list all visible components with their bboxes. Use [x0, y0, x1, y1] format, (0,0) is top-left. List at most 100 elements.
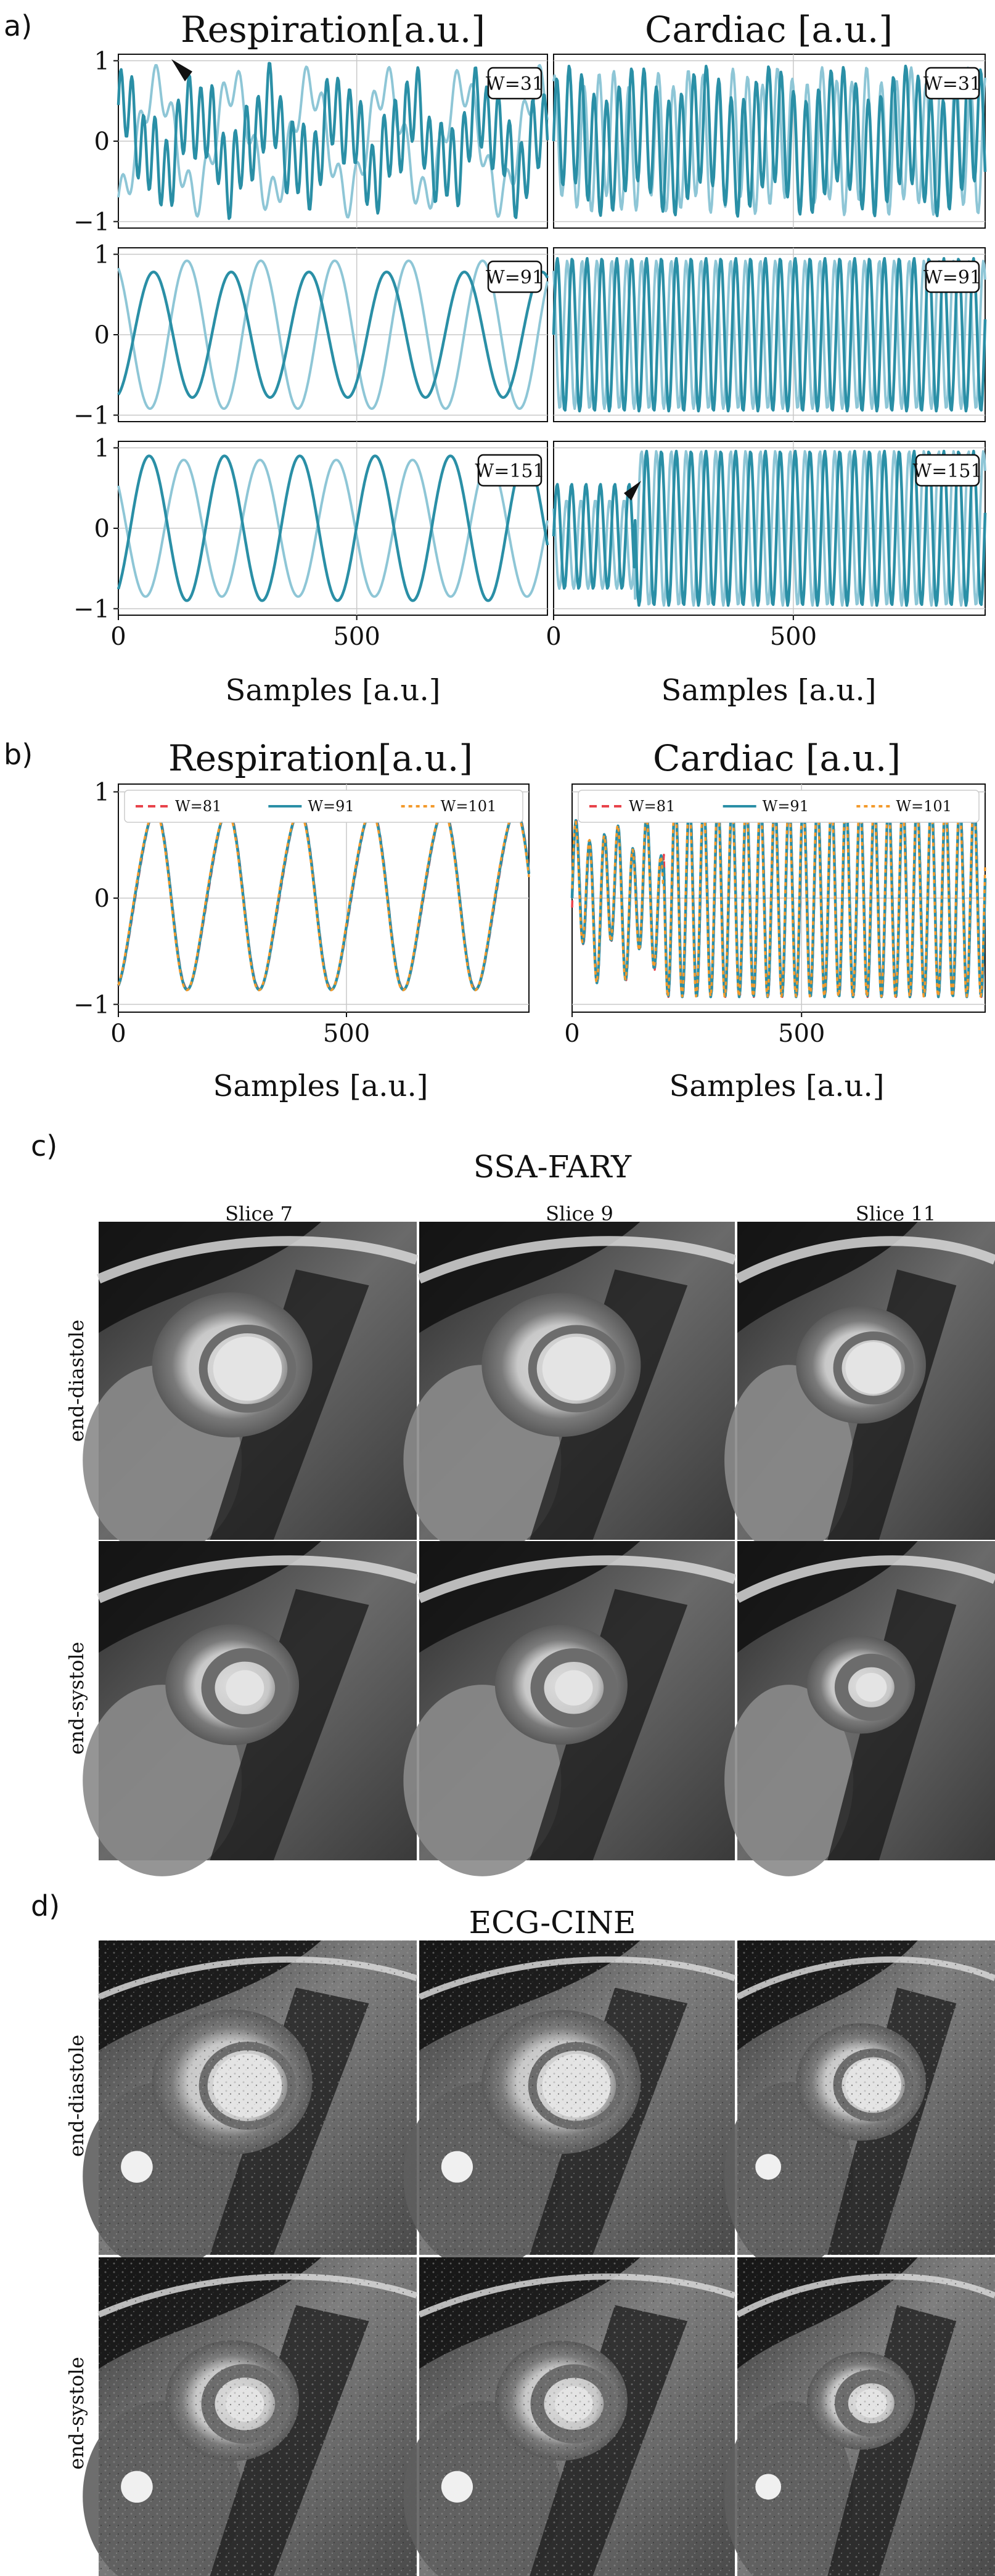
mri-dark-region [419, 1541, 641, 1653]
ytick-label: 0 [94, 515, 110, 543]
window-label: W=31 [486, 73, 544, 95]
xtick-label: 500 [323, 1020, 370, 1048]
window-label: W=151 [475, 460, 544, 482]
series-dark [117, 62, 549, 220]
mri-blood-pool [226, 1670, 264, 1706]
mri-tissue [724, 1365, 854, 1556]
panel-a-letter: a) [4, 9, 32, 43]
mri-noise [737, 1940, 995, 2255]
panel-d-title: ECG-CINE [469, 1905, 636, 1940]
legend-entry: W=101 [896, 798, 952, 815]
panel-b-title-respiration: Respiration[a.u.] [168, 737, 473, 779]
ytick-label: −1 [73, 595, 110, 623]
xtick-label: 500 [778, 1020, 825, 1048]
legend-entry: W=81 [175, 798, 221, 815]
mri-dark-region [99, 1222, 322, 1333]
legend-box [578, 790, 980, 823]
xtick-label: 0 [110, 1020, 126, 1048]
mri-vessel [441, 2471, 473, 2503]
mri-tile [403, 1222, 737, 1556]
mri-tile [403, 1541, 737, 1876]
mri-tile [83, 2257, 418, 2576]
mri-chest-wall [417, 1555, 737, 1603]
panel-d-row-end-diastole: end-diastole [65, 2035, 88, 2157]
series-dark [117, 454, 549, 602]
panel-b-title-cardiac: Cardiac [a.u.] [653, 737, 901, 779]
ytick-label: 1 [94, 241, 110, 269]
series-dark [552, 64, 987, 218]
ytick-label: −1 [73, 208, 110, 236]
mri-tile [403, 2257, 736, 2576]
window-label: W=151 [912, 460, 982, 482]
legend-entry: W=81 [629, 798, 675, 815]
panel-b-letter: b) [4, 738, 33, 771]
mri-chest-wall [96, 1236, 419, 1284]
mri-dark-region [737, 1222, 918, 1333]
mri-vessel [441, 2151, 473, 2183]
legend-entry: W=101 [441, 798, 497, 815]
panel-d-letter: d) [31, 1889, 60, 1923]
xtick-label: 0 [546, 623, 561, 651]
mri-tile [724, 1541, 995, 1876]
mri-chest-wall [735, 1236, 995, 1283]
mri-blood-pool [856, 1672, 887, 1702]
panel-a-xlabel-left: Samples [a.u.] [226, 673, 441, 708]
mri-myocardium [528, 1325, 625, 1413]
window-label-box [925, 260, 980, 293]
mri-noise [737, 2257, 995, 2576]
window-label-box [925, 67, 980, 100]
ytick-label: −1 [73, 401, 110, 430]
series-dark [117, 270, 549, 399]
ytick-label: 1 [94, 779, 110, 807]
ytick-label: 1 [94, 47, 110, 76]
mri-tile [83, 1222, 419, 1556]
series-dark [552, 449, 987, 607]
mri-noise [419, 1940, 735, 2255]
arrowhead-marker [171, 59, 192, 81]
ytick-label: 1 [94, 435, 110, 463]
arrowhead-marker [624, 481, 641, 501]
panel-b-xlabel-left: Samples [a.u.] [213, 1069, 428, 1103]
mri-myocardium [530, 1648, 618, 1728]
mri-chest-wall [96, 1555, 419, 1603]
mri-tile [83, 1940, 418, 2271]
mri-blood-pool [213, 1336, 282, 1401]
mri-noise [99, 1940, 417, 2255]
window-label-box [487, 260, 543, 293]
mri-myocardium [201, 1648, 289, 1728]
mri-tile [724, 1222, 995, 1556]
window-label-box [487, 67, 543, 100]
panel-c-col-slice7: Slice 7 [225, 1202, 293, 1225]
panel-d-images [83, 1940, 995, 2576]
legend-box [124, 790, 523, 823]
window-label: W=91 [486, 267, 544, 288]
window-label: W=31 [923, 73, 981, 95]
mri-chest-wall [735, 1555, 995, 1603]
mri-vessel [755, 2474, 782, 2500]
mri-vessel [121, 2471, 153, 2503]
ytick-label: 0 [94, 128, 110, 156]
mri-blood-pool [542, 1336, 611, 1400]
mri-blood-pool [845, 1342, 901, 1394]
window-label-box [915, 454, 980, 487]
mri-vessel [121, 2151, 153, 2183]
mri-chest-wall [417, 1236, 737, 1284]
series-light [552, 66, 986, 216]
mri-tissue [724, 1685, 854, 1876]
series-dark [552, 256, 987, 413]
mri-tile [724, 1940, 995, 2271]
mri-dark-region [419, 1222, 641, 1333]
panel-a-title-cardiac: Cardiac [a.u.] [645, 9, 893, 51]
window-label: W=91 [923, 267, 981, 288]
legend-entry: W=91 [763, 798, 809, 815]
legend-entry: W=91 [308, 798, 354, 815]
xtick-label: 500 [333, 623, 380, 651]
mri-blood-pool [555, 1670, 593, 1706]
ytick-label: 0 [94, 321, 110, 350]
series-light [552, 260, 986, 410]
xtick-label: 0 [110, 623, 126, 651]
xtick-label: 500 [770, 623, 817, 651]
ytick-label: −1 [73, 991, 110, 1019]
